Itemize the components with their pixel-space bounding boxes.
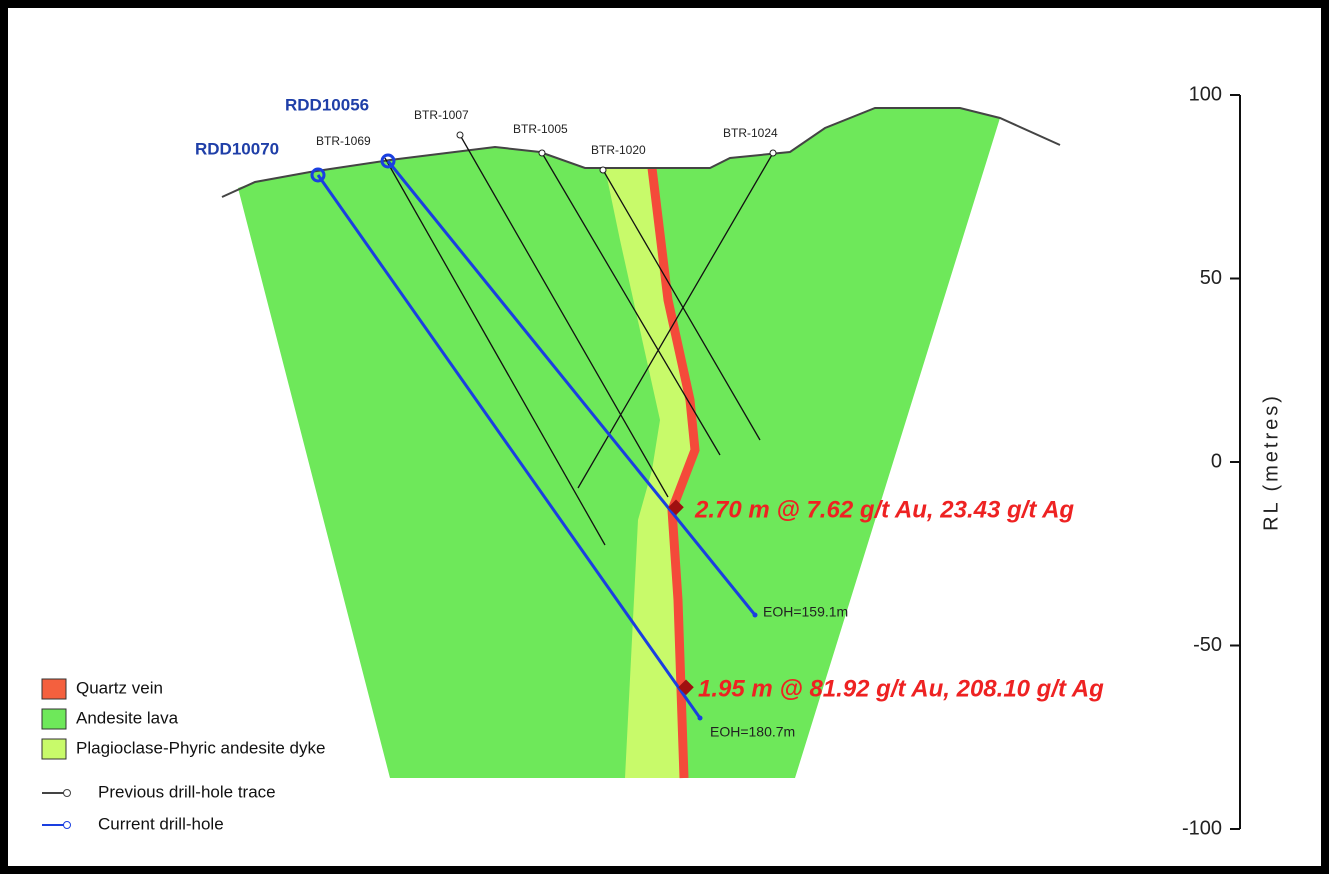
hole-label: BTR-1020 (591, 143, 646, 157)
intercept-label: 1.95 m @ 81.92 g/t Au, 208.10 g/t Ag (698, 675, 1104, 702)
collar (456, 131, 464, 139)
collar (599, 166, 607, 174)
hole-label: BTR-1069 (316, 134, 371, 148)
eoh-point (697, 715, 703, 721)
hole-label: RDD10070 (195, 139, 279, 158)
hole-label: BTR-1024 (723, 126, 778, 140)
hole-label: BTR-1007 (414, 108, 469, 122)
legend-text: Previous drill-hole trace (98, 782, 276, 801)
drill-hole (386, 160, 757, 616)
eoh-label: EOH=180.7m (710, 724, 795, 740)
current-holes (310, 153, 757, 719)
collar (769, 149, 777, 157)
andesite-lava (238, 108, 1000, 778)
legend-marker (63, 821, 71, 829)
legend-swatch (41, 708, 67, 730)
collar (310, 167, 326, 183)
legend-marker (63, 789, 71, 797)
intercept (668, 499, 684, 516)
trace (577, 152, 774, 489)
eoh-point (752, 612, 758, 618)
drill-hole (316, 174, 702, 719)
legend-text: Andesite lava (76, 708, 179, 727)
trace (602, 169, 761, 441)
quartz-vein (647, 167, 700, 779)
legend-text: Current drill-hole (98, 814, 224, 833)
intercept-label: 2.70 m @ 7.62 g/t Au, 23.43 g/t Ag (694, 496, 1074, 523)
axis-ticks: 100 50 0 -50 -100 (1182, 83, 1240, 839)
intercept (678, 679, 694, 696)
tick-label: 50 (1200, 267, 1222, 289)
collars (456, 131, 777, 174)
trace (459, 134, 669, 498)
eoh-label: EOH=159.1m (763, 604, 848, 620)
surface (221, 107, 1061, 198)
previous-traces (384, 134, 774, 546)
legend-text: Plagioclase-Phyric andesite dyke (76, 738, 325, 757)
collar (538, 149, 546, 157)
hole-label: BTR-1005 (513, 122, 568, 136)
tick-label: -50 (1193, 634, 1222, 656)
trace (541, 152, 721, 456)
axis-label: RL (metres) (1260, 393, 1282, 531)
trace (384, 157, 606, 546)
legend-swatch (41, 678, 67, 700)
hole-label: RDD10056 (285, 95, 369, 114)
tick-label: -100 (1182, 817, 1222, 839)
collar (380, 153, 396, 169)
legend-swatch (41, 738, 67, 760)
tick-label: 0 (1211, 450, 1222, 472)
tick-label: 100 (1189, 83, 1222, 105)
legend-text: Quartz vein (76, 678, 163, 697)
legend: Quartz vein Andesite lava Plagioclase-Ph… (41, 678, 325, 833)
